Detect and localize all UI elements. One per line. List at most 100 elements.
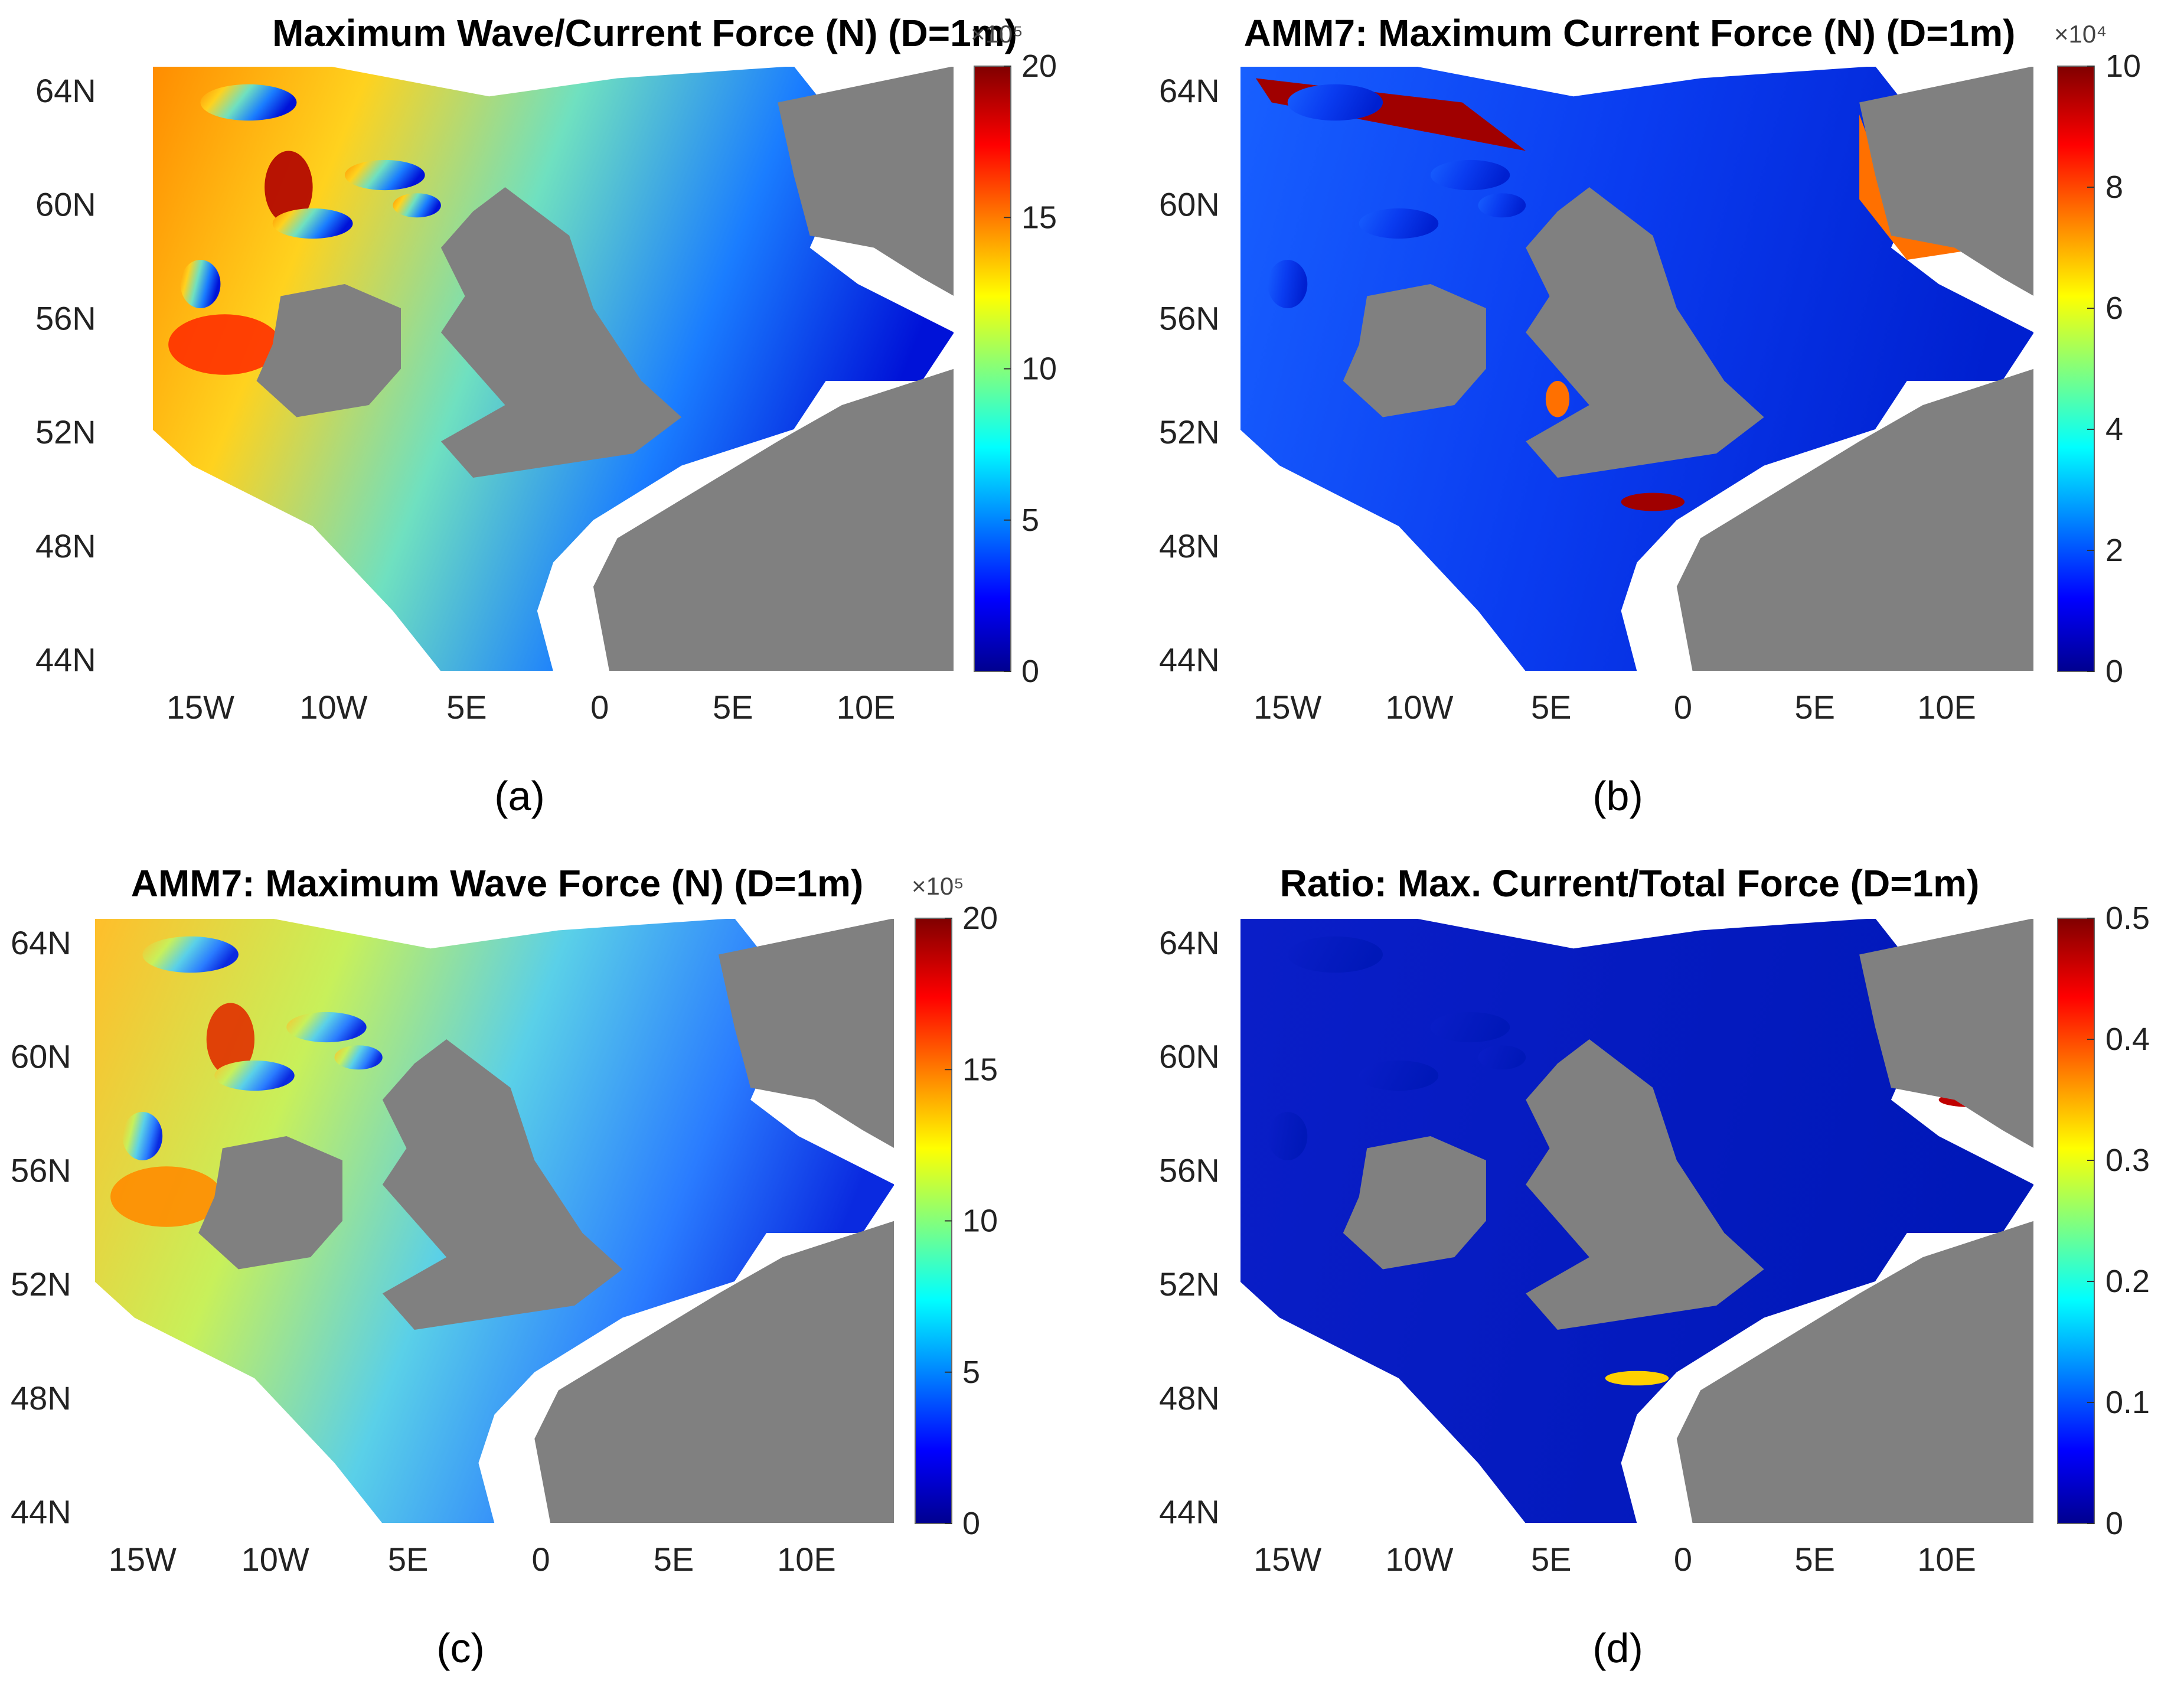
colorbar-tick-label: 0.3	[2105, 1143, 2150, 1178]
land-scandinavia	[1859, 66, 2034, 296]
plot-frame	[152, 66, 955, 672]
sea-island	[1359, 1060, 1439, 1091]
land-great-britain	[382, 1039, 623, 1330]
land-europe	[593, 368, 954, 671]
sea-island	[1268, 1112, 1308, 1160]
x-tick-label: 15W	[167, 689, 234, 726]
x-tick-label: 5E	[1795, 689, 1836, 726]
panel-a: Maximum Wave/Current Force (N) (D=1m) 64N…	[35, 12, 1057, 819]
y-tick-label: 48N	[35, 527, 96, 565]
sea-island	[1478, 193, 1526, 218]
y-tick-label: 44N	[1159, 641, 1220, 678]
plot-frame	[1239, 918, 2035, 1524]
hotspot	[1621, 492, 1685, 511]
sea-island	[1478, 1045, 1526, 1070]
colorbar-tick-label: 6	[2105, 291, 2123, 326]
y-tick-label: 44N	[11, 1493, 71, 1531]
colorbar-tick-label: 5	[1021, 503, 1039, 538]
y-tick-label: 56N	[1159, 299, 1220, 337]
y-tick-label: 60N	[1159, 186, 1220, 223]
x-tick-label: 0	[532, 1541, 550, 1578]
land-ireland	[1343, 1136, 1486, 1270]
land-scandinavia	[778, 66, 954, 296]
colorbar-tick-label: 10	[962, 1203, 998, 1239]
panel-caption: (b)	[1592, 773, 1643, 819]
y-tick-label: 44N	[35, 641, 96, 678]
sea-island	[344, 159, 425, 191]
x-tick-label: 10W	[299, 689, 367, 726]
panel-caption: (c)	[436, 1625, 485, 1671]
land-europe	[534, 1221, 895, 1523]
hotspot	[1545, 381, 1570, 417]
colorbar-tick-label: 0.2	[2105, 1264, 2150, 1299]
y-tick-label: 60N	[11, 1038, 71, 1075]
land-europe	[1676, 1221, 2034, 1523]
plot-frame	[1239, 66, 2035, 672]
colorbar-tick-label: 10	[2105, 48, 2141, 84]
colorbar-tick-label: 0.4	[2105, 1022, 2150, 1057]
y-tick-label: 60N	[1159, 1038, 1220, 1075]
hotspot	[168, 314, 281, 375]
x-tick-label: 10E	[777, 1541, 836, 1578]
y-tick-label: 52N	[35, 413, 96, 451]
sea-island	[393, 193, 441, 218]
colorbar-tick-label: 0.1	[2105, 1385, 2150, 1420]
x-tick-label: 10W	[1385, 1541, 1453, 1578]
x-tick-label: 5E	[446, 689, 487, 726]
x-tick-label: 15W	[1253, 689, 1321, 726]
colorbar-multiplier: ×10⁵	[971, 20, 1023, 48]
x-tick-label: 15W	[1253, 1541, 1321, 1578]
sea-island	[180, 260, 221, 308]
y-tick-label: 52N	[1159, 1265, 1220, 1303]
plot-frame	[94, 918, 895, 1524]
panel-title: Ratio: Max. Current/Total Force (D=1m)	[1280, 862, 1980, 905]
y-tick-label: 60N	[35, 186, 96, 223]
colorbar-tick-label: 4	[2105, 412, 2123, 447]
y-tick-label: 52N	[1159, 413, 1220, 451]
colorbar-tick-label: 10	[1021, 351, 1057, 387]
colorbar-multiplier: ×10⁵	[912, 872, 964, 900]
y-tick-label: 64N	[35, 72, 96, 109]
land-ireland	[1343, 284, 1486, 417]
land-great-britain	[1526, 1039, 1764, 1330]
panel-caption: (a)	[494, 773, 545, 819]
colorbar-multiplier: ×10⁴	[2054, 20, 2107, 48]
panel-c: AMM7: Maximum Wave Force (N) (D=1m) 64N 60…	[11, 862, 998, 1671]
x-tick-label: 5E	[713, 689, 753, 726]
panel-title: Maximum Wave/Current Force (N) (D=1m)	[272, 12, 1017, 54]
x-tick-label: 15W	[109, 1541, 177, 1578]
colorbar-tick-label: 5	[962, 1355, 980, 1390]
colorbar-tick-label: 0	[1021, 654, 1039, 689]
x-tick-label: 0	[1674, 689, 1692, 726]
colorbar-tick-label: 0	[2105, 654, 2123, 689]
sea-island	[122, 1112, 163, 1160]
sea-island	[200, 84, 297, 121]
panel-title: AMM7: Maximum Wave Force (N) (D=1m)	[131, 862, 864, 905]
colorbar	[2057, 66, 2095, 672]
sea-island	[142, 936, 239, 973]
y-tick-label: 64N	[1159, 924, 1220, 961]
colorbar-tick-label: 15	[1021, 200, 1057, 235]
x-tick-label: 10E	[1917, 1541, 1976, 1578]
x-tick-label: 0	[590, 689, 609, 726]
panel-d: Ratio: Max. Current/Total Force (D=1m) 64…	[1159, 862, 2150, 1671]
hotspot	[206, 1003, 254, 1076]
x-tick-label: 5E	[1795, 1541, 1836, 1578]
x-tick-label: 0	[1674, 1541, 1692, 1578]
land-great-britain	[1526, 187, 1764, 478]
land-scandinavia	[718, 918, 895, 1149]
land-great-britain	[440, 187, 682, 478]
panel-caption: (d)	[1592, 1625, 1643, 1671]
colorbar-tick-label: 2	[2105, 533, 2123, 568]
y-tick-label: 48N	[1159, 1379, 1220, 1417]
colorbar-tick-label: 8	[2105, 169, 2123, 205]
sea-island	[1359, 208, 1439, 239]
sea-island	[1268, 260, 1308, 308]
land-scandinavia	[1859, 918, 2034, 1149]
y-tick-label: 64N	[11, 924, 71, 961]
x-tick-label: 10E	[837, 689, 896, 726]
colorbar	[2057, 918, 2095, 1524]
land-ireland	[198, 1136, 342, 1270]
colorbar-tick-label: 20	[1021, 48, 1057, 84]
